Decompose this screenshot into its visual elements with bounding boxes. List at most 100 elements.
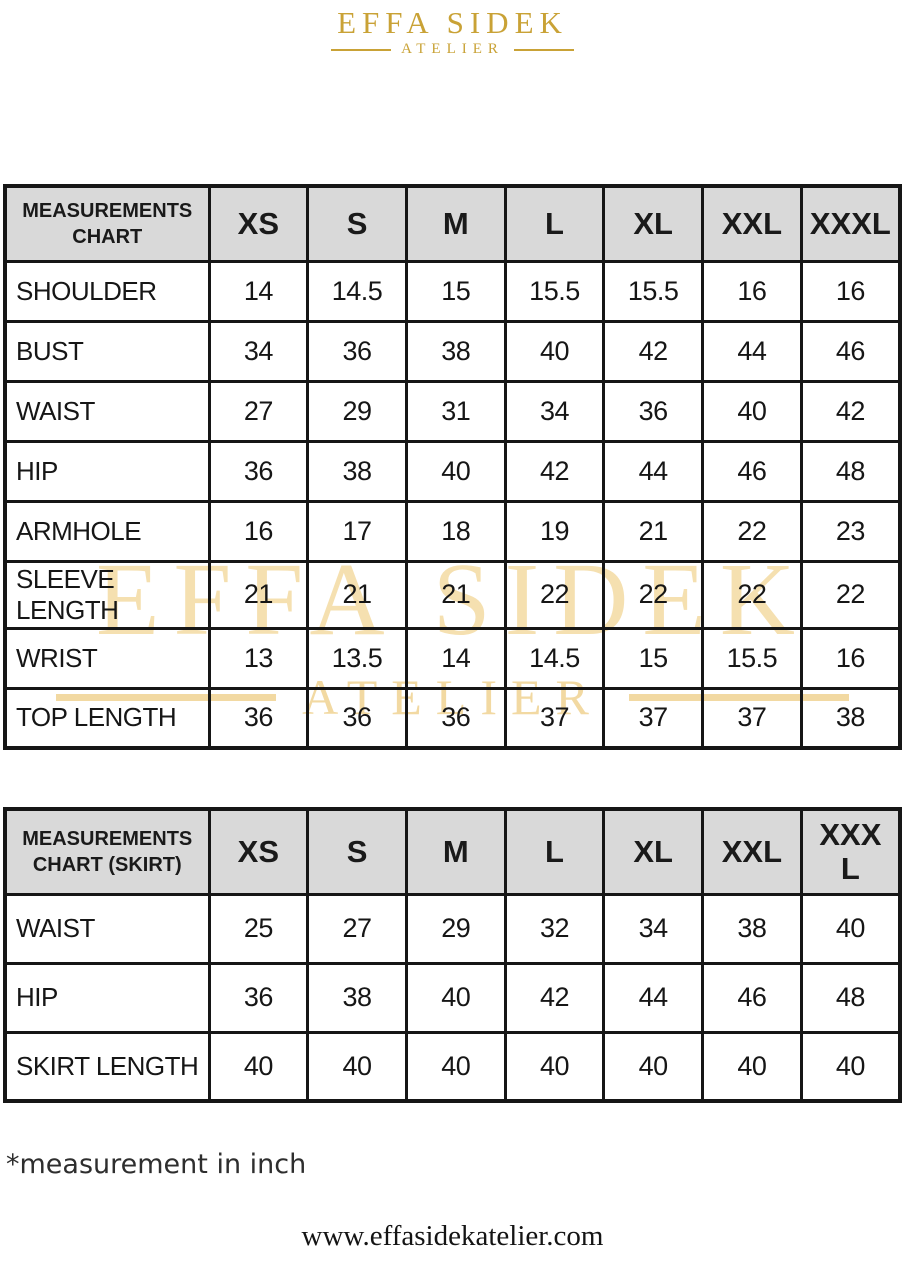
- measurement-cell: 36: [404, 686, 507, 750]
- measurement-cell: 44: [602, 439, 705, 503]
- measurement-row-label: SHOULDER: [3, 259, 211, 323]
- website-url: www.effasidekatelier.com: [301, 1220, 604, 1252]
- measurement-cell: 21: [404, 559, 507, 630]
- measurement-cell: 40: [404, 439, 507, 503]
- measurement-cell: 38: [799, 686, 902, 750]
- measurement-cell: 13: [207, 626, 310, 690]
- measurement-cell: 42: [602, 319, 705, 383]
- table-row: SKIRT LENGTH 40 40 40 40 40 40 40: [3, 1030, 902, 1103]
- measurement-row-label: BUST: [3, 319, 211, 383]
- header-row: MEASUREMENTS CHART XS S M L XL XXL XXXL: [3, 184, 902, 263]
- header-row: MEASUREMENTS CHART (SKIRT) XS S M L XL XXL XXX …: [3, 807, 902, 896]
- measurement-cell: 21: [207, 559, 310, 630]
- logo-rule-right: [513, 48, 574, 51]
- size-column-header: XS: [207, 807, 310, 896]
- measurements-chart-table: MEASUREMENTS CHART XS S M L XL XXL XXXL SHOULDER…: [3, 184, 902, 750]
- brand-subtitle-row: ATELIER: [0, 41, 905, 58]
- measurement-cell: 16: [207, 499, 310, 563]
- measurement-cell: 40: [602, 1030, 705, 1103]
- measurement-cell: 36: [602, 379, 705, 443]
- measurement-row-label: TOP LENGTH: [3, 686, 211, 750]
- size-column-header: XXL: [701, 807, 803, 896]
- size-column-header: XXX L: [799, 807, 902, 896]
- size-column-header: XL: [602, 807, 705, 896]
- measurement-cell: 25: [207, 892, 310, 965]
- measurement-cell: 32: [503, 892, 606, 965]
- measurement-cell: 14: [207, 259, 310, 323]
- measurement-cell: 22: [701, 499, 803, 563]
- measurement-cell: 46: [799, 319, 902, 383]
- measurement-cell: 15: [602, 626, 705, 690]
- size-column-header: XS: [207, 184, 310, 263]
- table-row: ARMHOLE 16 17 18 19 21 22 23: [3, 499, 902, 563]
- measurement-cell: 13.5: [306, 626, 408, 690]
- measurement-cell: 21: [306, 559, 408, 630]
- measurement-cell: 38: [404, 319, 507, 383]
- measurement-cell: 14.5: [503, 626, 606, 690]
- size-column-header: S: [306, 807, 408, 896]
- measurement-cell: 38: [306, 961, 408, 1034]
- measurement-cell: 18: [404, 499, 507, 563]
- measurement-cell: 31: [404, 379, 507, 443]
- measurement-cell: 22: [503, 559, 606, 630]
- measurement-cell: 42: [503, 961, 606, 1034]
- brand-name: EFFA SIDEK: [337, 5, 568, 40]
- measurement-cell: 40: [404, 961, 507, 1034]
- table-title: MEASUREMENTS CHART (SKIRT): [3, 807, 211, 896]
- measurements-chart-skirt-table: MEASUREMENTS CHART (SKIRT) XS S M L XL XXL XXX …: [3, 807, 902, 1103]
- measurement-cell: 42: [799, 379, 902, 443]
- size-column-header: M: [404, 807, 507, 896]
- measurement-cell: 46: [701, 961, 803, 1034]
- measurement-cell: 29: [306, 379, 408, 443]
- measurement-row-label: WRIST: [3, 626, 211, 690]
- measurement-cell: 29: [404, 892, 507, 965]
- measurement-cell: 16: [799, 626, 902, 690]
- measurement-cell: 44: [701, 319, 803, 383]
- measurement-cell: 38: [306, 439, 408, 503]
- measurement-cell: 44: [602, 961, 705, 1034]
- logo-rule-left: [331, 48, 392, 51]
- measurement-row-label: SKIRT LENGTH: [3, 1030, 211, 1103]
- measurement-cell: 34: [207, 319, 310, 383]
- measurement-cell: 40: [207, 1030, 310, 1103]
- measurement-cell: 15: [404, 259, 507, 323]
- measurement-cell: 40: [503, 319, 606, 383]
- measurement-cell: 22: [701, 559, 803, 630]
- table-row: BUST 34 36 38 40 42 44 46: [3, 319, 902, 383]
- table-row: SLEEVE LENGTH 21 21 21 22 22 22 22: [3, 559, 902, 630]
- measurement-row-label: ARMHOLE: [3, 499, 211, 563]
- measurement-cell: 38: [701, 892, 803, 965]
- measurement-cell: 37: [701, 686, 803, 750]
- measurement-cell: 22: [602, 559, 705, 630]
- table-title: MEASUREMENTS CHART: [3, 184, 211, 263]
- measurement-row-label: SLEEVE LENGTH: [3, 559, 211, 630]
- measurement-cell: 40: [701, 379, 803, 443]
- table-row: WAIST 27 29 31 34 36 40 42: [3, 379, 902, 443]
- measurement-cell: 15.5: [602, 259, 705, 323]
- measurement-cell: 40: [799, 892, 902, 965]
- measurement-row-label: WAIST: [3, 379, 211, 443]
- size-column-header: XL: [602, 184, 705, 263]
- table-row: SHOULDER 14 14.5 15 15.5 15.5 16 16: [3, 259, 902, 323]
- size-column-header: M: [404, 184, 507, 263]
- measurement-cell: 22: [799, 559, 902, 630]
- measurement-cell: 48: [799, 439, 902, 503]
- measurement-cell: 46: [701, 439, 803, 503]
- measurement-cell: 34: [602, 892, 705, 965]
- measurement-cell: 40: [306, 1030, 408, 1103]
- measurement-cell: 16: [701, 259, 803, 323]
- measurement-cell: 14: [404, 626, 507, 690]
- brand-logo: EFFA SIDEK ATELIER: [0, 0, 905, 58]
- measurement-cell: 36: [306, 319, 408, 383]
- measurement-cell: 36: [207, 961, 310, 1034]
- measurement-unit-note: *measurement in inch: [6, 1149, 307, 1180]
- table-row: HIP 36 38 40 42 44 46 48: [3, 439, 902, 503]
- measurement-cell: 23: [799, 499, 902, 563]
- measurement-cell: 42: [503, 439, 606, 503]
- measurement-cell: 37: [503, 686, 606, 750]
- measurement-cell: 14.5: [306, 259, 408, 323]
- measurement-row-label: HIP: [3, 961, 211, 1034]
- measurement-cell: 27: [207, 379, 310, 443]
- measurement-cell: 19: [503, 499, 606, 563]
- brand-subtitle: ATELIER: [401, 41, 504, 57]
